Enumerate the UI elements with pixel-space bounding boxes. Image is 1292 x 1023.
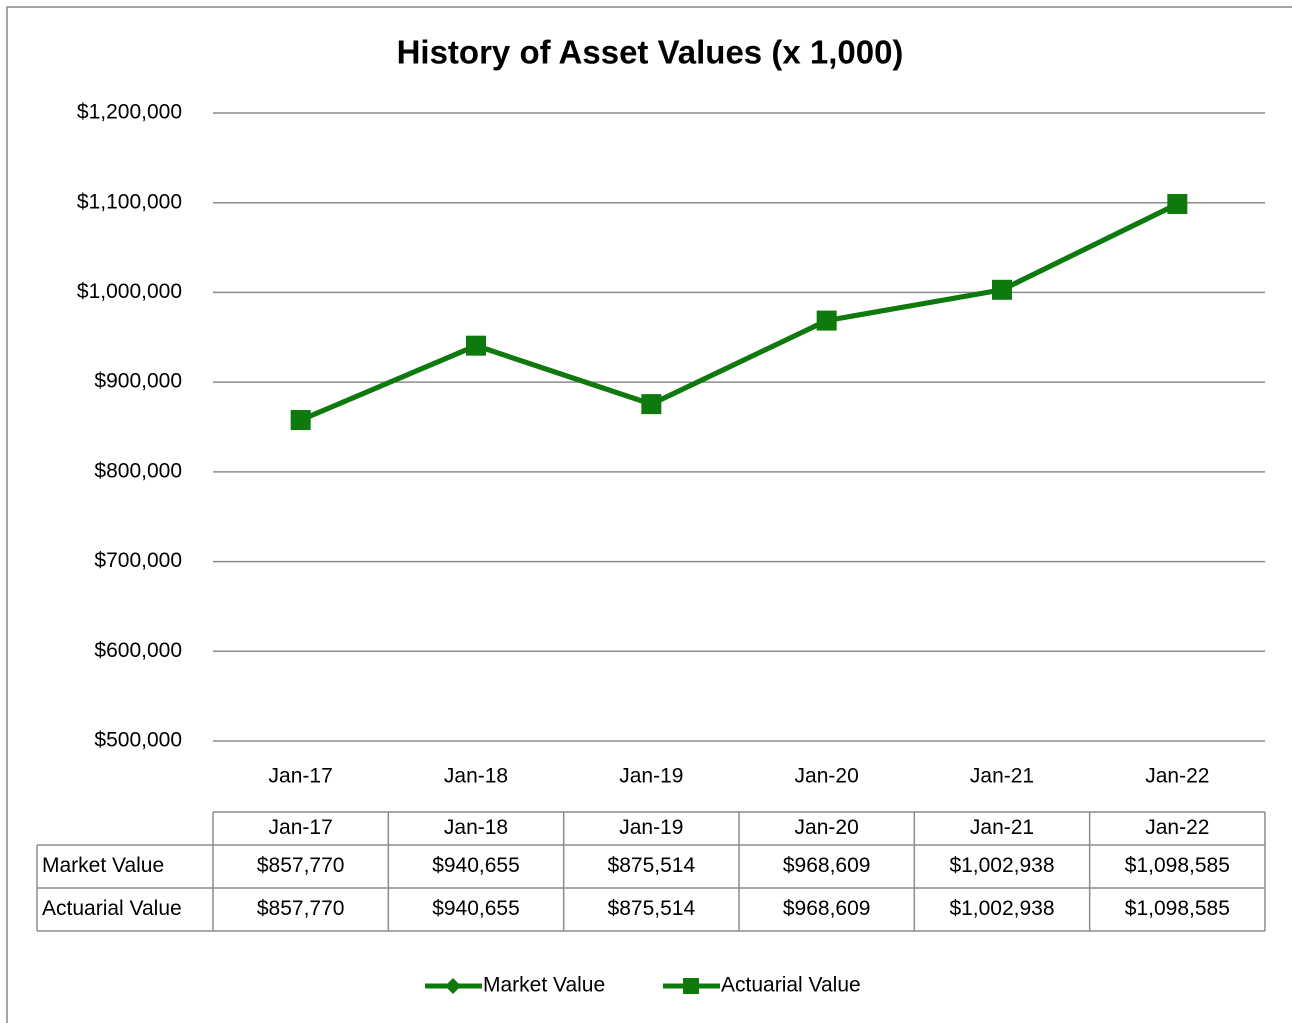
x-tick-label: Jan-18 — [444, 765, 508, 788]
y-tick-label: $1,100,000 — [77, 190, 182, 213]
legend-label: Actuarial Value — [721, 974, 861, 997]
marker — [816, 310, 837, 331]
y-tick-label: $1,200,000 — [77, 101, 182, 124]
table-value: $968,609 — [783, 854, 871, 877]
table-value: $857,770 — [257, 854, 345, 877]
y-tick-label: $900,000 — [94, 370, 182, 393]
marker — [641, 394, 662, 415]
table-header: Jan-22 — [1145, 816, 1209, 839]
marker — [683, 978, 699, 994]
legend-label: Market Value — [483, 974, 605, 997]
marker — [466, 335, 486, 356]
series-line — [299, 201, 1179, 423]
series-line — [299, 201, 1179, 423]
table-row-label: Actuarial Value — [42, 897, 182, 920]
y-tick-label: $800,000 — [94, 459, 182, 482]
x-tick-label: Jan-19 — [619, 765, 683, 788]
table-header: Jan-19 — [619, 816, 683, 839]
table-value: $968,609 — [783, 897, 871, 920]
x-tick-label: Jan-17 — [269, 765, 333, 788]
marker — [290, 410, 311, 431]
table-header: Jan-21 — [970, 816, 1034, 839]
table-value: $940,655 — [432, 854, 520, 877]
table-value: $1,098,585 — [1125, 897, 1230, 920]
chart-title: History of Asset Values (x 1,000) — [397, 34, 904, 71]
x-tick-label: Jan-20 — [795, 765, 859, 788]
chart-border — [6, 6, 1292, 1023]
marker — [992, 279, 1012, 300]
table-value: $1,098,585 — [1125, 854, 1230, 877]
table-value: $1,002,938 — [949, 897, 1054, 920]
table-value: $1,002,938 — [949, 854, 1054, 877]
y-tick-label: $600,000 — [94, 639, 182, 662]
x-tick-label: Jan-21 — [970, 765, 1034, 788]
table-header: Jan-18 — [444, 816, 508, 839]
table-header: Jan-20 — [795, 816, 859, 839]
table-value: $857,770 — [257, 897, 345, 920]
marker — [1167, 193, 1188, 214]
x-tick-label: Jan-22 — [1145, 765, 1209, 788]
y-tick-label: $500,000 — [94, 729, 182, 752]
y-tick-label: $700,000 — [94, 549, 182, 572]
table-value: $940,655 — [432, 897, 520, 920]
table-row-label: Market Value — [42, 854, 164, 877]
table-value: $875,514 — [608, 854, 696, 877]
table-header: Jan-17 — [269, 816, 333, 839]
table-value: $875,514 — [608, 897, 696, 920]
y-tick-label: $1,000,000 — [77, 280, 182, 303]
marker — [445, 978, 461, 994]
